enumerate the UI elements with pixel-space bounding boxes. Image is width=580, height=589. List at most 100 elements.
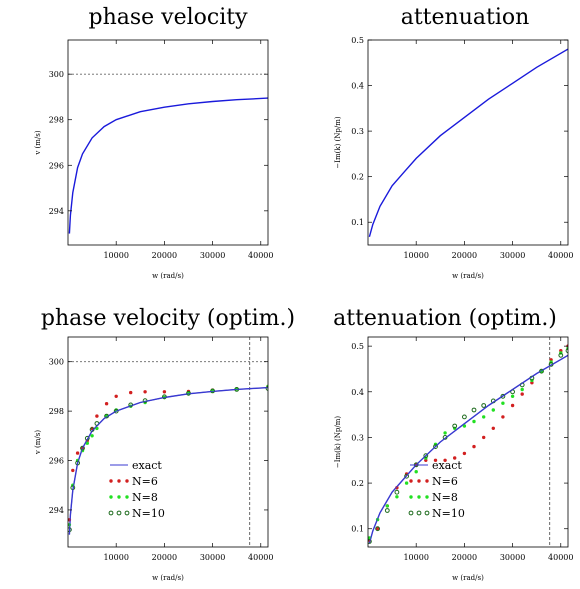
- x-tick-label: 40000: [548, 251, 573, 260]
- data-point: [558, 352, 564, 358]
- data-point: [462, 414, 467, 420]
- chart-title: attenuation: [401, 5, 530, 30]
- legend-label: N=10: [432, 507, 465, 520]
- series-N=8: [68, 384, 268, 527]
- data-point: [501, 415, 505, 419]
- chart-title: phase velocity (optim.): [41, 306, 295, 331]
- x-tick-label: 20000: [452, 553, 477, 562]
- data-point: [462, 424, 467, 428]
- data-point: [433, 444, 438, 450]
- series-N=10: [368, 348, 568, 544]
- data-point: [414, 470, 418, 474]
- legend-label: N=6: [132, 475, 158, 488]
- data-point: [85, 441, 90, 445]
- data-point: [500, 393, 506, 399]
- data-point: [510, 394, 515, 398]
- data-point: [385, 504, 389, 508]
- x-tick-label: 20000: [452, 251, 477, 260]
- series-line-overlay: [68, 387, 268, 535]
- data-point: [71, 468, 75, 473]
- data-point: [520, 392, 524, 396]
- data-point: [423, 453, 429, 459]
- data-point: [95, 426, 99, 431]
- data-point: [510, 403, 515, 408]
- legend-swatch-marker: [116, 510, 122, 516]
- y-tick-label: 294: [49, 506, 64, 515]
- legend-swatch-marker: [409, 479, 413, 483]
- data-point: [162, 390, 167, 394]
- data-point: [368, 539, 372, 544]
- data-point: [520, 387, 524, 392]
- data-point: [433, 458, 438, 462]
- legend-label: N=8: [432, 491, 458, 504]
- plot-area: [68, 384, 268, 535]
- data-point: [95, 414, 99, 418]
- axes-frame: [367, 336, 569, 548]
- y-tick-label: 300: [49, 70, 64, 79]
- data-point: [129, 390, 133, 395]
- data-point: [443, 431, 447, 435]
- y-tick-label: 0.4: [351, 388, 364, 397]
- legend-swatch-marker: [117, 479, 121, 483]
- legend-swatch-marker: [108, 510, 114, 516]
- y-tick-label: 298: [49, 116, 64, 125]
- series-line-curve: [368, 48, 568, 237]
- y-tick-label: 0.5: [351, 342, 364, 351]
- x-axis-label: w (rad/s): [452, 574, 484, 582]
- y-axis-label: v (m/s): [34, 430, 42, 455]
- series-N=10: [68, 386, 268, 533]
- legend-swatch-marker: [417, 495, 421, 499]
- data-point: [394, 489, 400, 495]
- x-tick-label: 30000: [200, 251, 225, 260]
- x-tick-label: 40000: [248, 553, 273, 562]
- data-point: [491, 426, 495, 430]
- x-tick-label: 30000: [200, 553, 225, 562]
- x-tick-label: 10000: [103, 553, 128, 562]
- data-point: [143, 390, 147, 394]
- data-point: [462, 451, 467, 456]
- legend-label: N=8: [132, 491, 158, 504]
- axes-frame: [67, 336, 269, 548]
- x-tick-label: 40000: [248, 251, 273, 260]
- legend-label: N=6: [432, 475, 458, 488]
- chart-panel-2: attenuation 10000 20000 30000 40000 0.1 0.2 0.3…: [334, 5, 573, 280]
- data-point: [472, 444, 476, 449]
- data-point: [471, 407, 477, 413]
- legend-label: exact: [132, 459, 162, 472]
- plot-area: [368, 48, 568, 237]
- series-N=6: [68, 384, 268, 522]
- legend-swatch-marker: [117, 495, 121, 499]
- data-point: [539, 368, 544, 374]
- series-N=6: [368, 344, 568, 542]
- chart-panel-3: phase velocity (optim.) 10000 20000 30000 40…: [34, 306, 295, 582]
- y-tick-label: 0.3: [351, 433, 364, 442]
- legend-swatch-marker: [409, 495, 413, 499]
- data-point: [452, 423, 458, 429]
- y-tick-label: 0.5: [351, 36, 364, 45]
- legend-swatch-marker: [417, 479, 421, 483]
- x-tick-label: 20000: [152, 553, 177, 562]
- data-point: [453, 456, 457, 460]
- series-line-exact: [368, 354, 568, 544]
- legend: exact N=6 N=8 N=10: [408, 459, 465, 520]
- chart-title: phase velocity: [88, 5, 248, 30]
- data-point: [113, 408, 119, 414]
- data-point: [395, 495, 399, 499]
- y-axis-label: v (m/s): [34, 130, 42, 155]
- x-tick-label: 10000: [403, 251, 428, 260]
- legend-swatch-marker: [125, 495, 129, 499]
- y-tick-label: 0.2: [351, 173, 364, 182]
- series-N=8: [368, 346, 568, 540]
- data-point: [443, 458, 447, 462]
- legend-swatch-marker: [124, 510, 130, 516]
- legend-swatch-marker: [416, 510, 422, 516]
- x-tick-label: 10000: [403, 553, 428, 562]
- legend-swatch-marker: [109, 495, 113, 499]
- y-tick-label: 300: [49, 358, 64, 367]
- y-tick-label: 0.2: [351, 479, 364, 488]
- x-tick-label: 10000: [103, 251, 128, 260]
- data-point: [384, 508, 390, 513]
- y-tick-label: 0.4: [351, 82, 364, 91]
- legend-swatch-marker: [425, 479, 429, 483]
